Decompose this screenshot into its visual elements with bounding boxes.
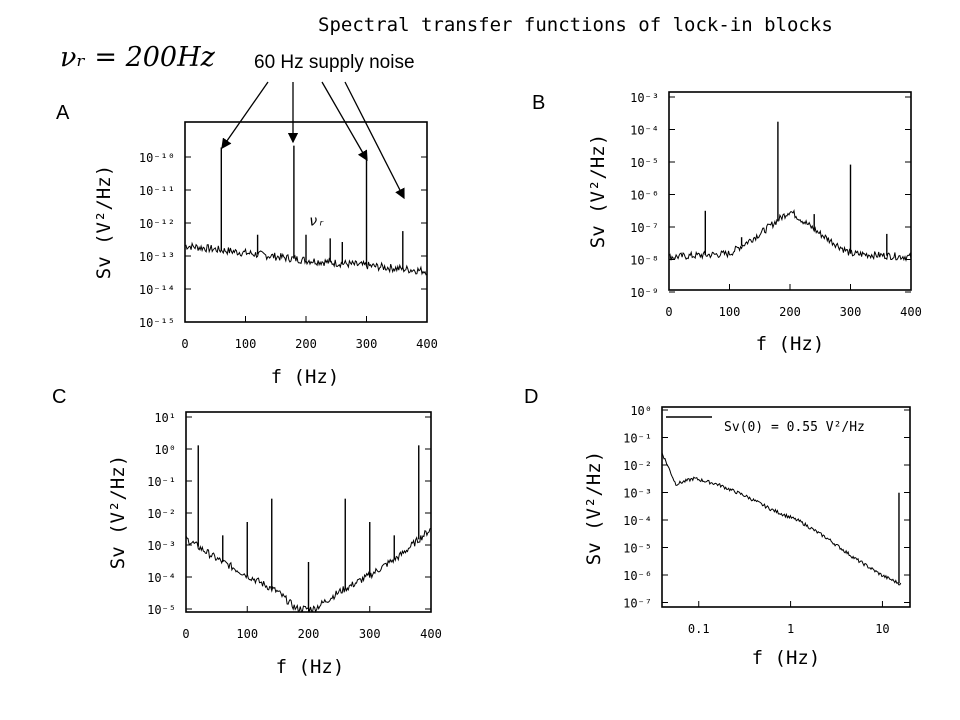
x-tick-label-b: 100 <box>719 305 741 319</box>
x-tick-label-a: 100 <box>235 337 257 351</box>
x-axis-label-d: f (Hz) <box>752 647 821 669</box>
x-tick-label-d: 1 <box>787 622 794 636</box>
y-tick-label-c: 10⁰ <box>154 443 176 457</box>
x-tick-label-b: 200 <box>779 305 801 319</box>
y-tick-label-a: 10⁻¹⁴ <box>139 283 175 297</box>
x-tick-label-c: 100 <box>236 627 258 641</box>
nu-r-annotation: νᵣ <box>309 214 326 230</box>
supply-noise-label: 60 Hz supply noise <box>254 52 415 73</box>
y-tick-label-b: 10⁻⁴ <box>630 124 659 138</box>
y-tick-label-c: 10⁻² <box>147 507 176 521</box>
slide-title: Spectral transfer functions of lock-in b… <box>318 14 833 36</box>
y-tick-label-d: 10⁻⁷ <box>623 597 652 611</box>
y-axis-label-d: Sv (V²/Hz) <box>583 451 605 565</box>
x-tick-label-d: 10 <box>875 622 889 636</box>
x-axis-label-c: f (Hz) <box>276 656 345 678</box>
panel-letter-d: D <box>524 386 539 408</box>
x-tick-label-c: 400 <box>420 627 442 641</box>
y-tick-label-b: 10⁻⁸ <box>630 254 659 268</box>
x-tick-label-c: 0 <box>182 627 189 641</box>
x-axis-label-a: f (Hz) <box>271 366 340 388</box>
arrow-360hz <box>344 81 405 200</box>
y-axis-label-b: Sv (V²/Hz) <box>587 134 609 248</box>
legend-text-d: Sv(0) = 0.55 V²/Hz <box>724 420 865 435</box>
y-tick-label-a: 10⁻¹⁵ <box>139 316 175 330</box>
y-tick-label-d: 10⁻⁴ <box>623 514 652 528</box>
spectrum-trace-b <box>668 208 912 262</box>
y-tick-label-a: 10⁻¹⁰ <box>139 151 175 165</box>
y-tick-label-b: 10⁻⁷ <box>630 221 659 235</box>
y-tick-label-b: 10⁻³ <box>630 91 659 105</box>
y-tick-label-b: 10⁻⁹ <box>630 286 659 300</box>
y-tick-label-d: 10⁻³ <box>623 487 652 501</box>
y-tick-label-d: 10⁻⁶ <box>623 569 652 583</box>
x-tick-label-d: 0.1 <box>688 622 710 636</box>
x-tick-label-a: 300 <box>356 337 378 351</box>
y-tick-label-c: 10⁻³ <box>147 539 176 553</box>
spectrum-trace-a <box>184 241 428 276</box>
y-tick-label-c: 10¹ <box>154 411 176 425</box>
plot-frame-d <box>661 406 911 608</box>
arrow-300hz <box>321 81 368 162</box>
x-tick-label-b: 300 <box>840 305 862 319</box>
y-tick-label-d: 10⁻⁵ <box>623 542 652 556</box>
x-tick-label-b: 400 <box>900 305 922 319</box>
panel-letter-b: B <box>532 92 546 114</box>
panel-letter-a: A <box>56 102 70 124</box>
x-tick-label-c: 200 <box>298 627 320 641</box>
y-tick-label-b: 10⁻⁶ <box>630 189 659 203</box>
arrow-60hz <box>221 81 269 150</box>
x-axis-label-b: f (Hz) <box>756 333 825 355</box>
x-tick-label-a: 0 <box>181 337 188 351</box>
x-tick-label-c: 300 <box>359 627 381 641</box>
plot-frame-b <box>668 91 912 291</box>
reference-frequency-label: νᵣ = 200Hz <box>60 42 215 73</box>
y-tick-label-c: 10⁻⁵ <box>147 603 176 617</box>
y-tick-label-d: 10⁻¹ <box>623 432 652 446</box>
panel-letter-c: C <box>52 386 67 408</box>
y-tick-label-c: 10⁻⁴ <box>147 571 176 585</box>
x-tick-label-a: 200 <box>295 337 317 351</box>
y-tick-label-d: 10⁻² <box>623 459 652 473</box>
y-tick-label-a: 10⁻¹² <box>139 217 175 231</box>
x-tick-label-a: 400 <box>416 337 438 351</box>
x-tick-label-b: 0 <box>665 305 672 319</box>
y-tick-label-b: 10⁻⁵ <box>630 156 659 170</box>
spectrum-trace-d <box>661 452 902 586</box>
y-axis-label-a: Sv (V²/Hz) <box>93 165 115 279</box>
y-tick-label-c: 10⁻¹ <box>147 475 176 489</box>
y-tick-label-d: 10⁰ <box>630 404 652 418</box>
y-tick-label-a: 10⁻¹³ <box>139 250 175 264</box>
y-tick-label-a: 10⁻¹¹ <box>139 184 175 198</box>
y-axis-label-c: Sv (V²/Hz) <box>107 455 129 569</box>
